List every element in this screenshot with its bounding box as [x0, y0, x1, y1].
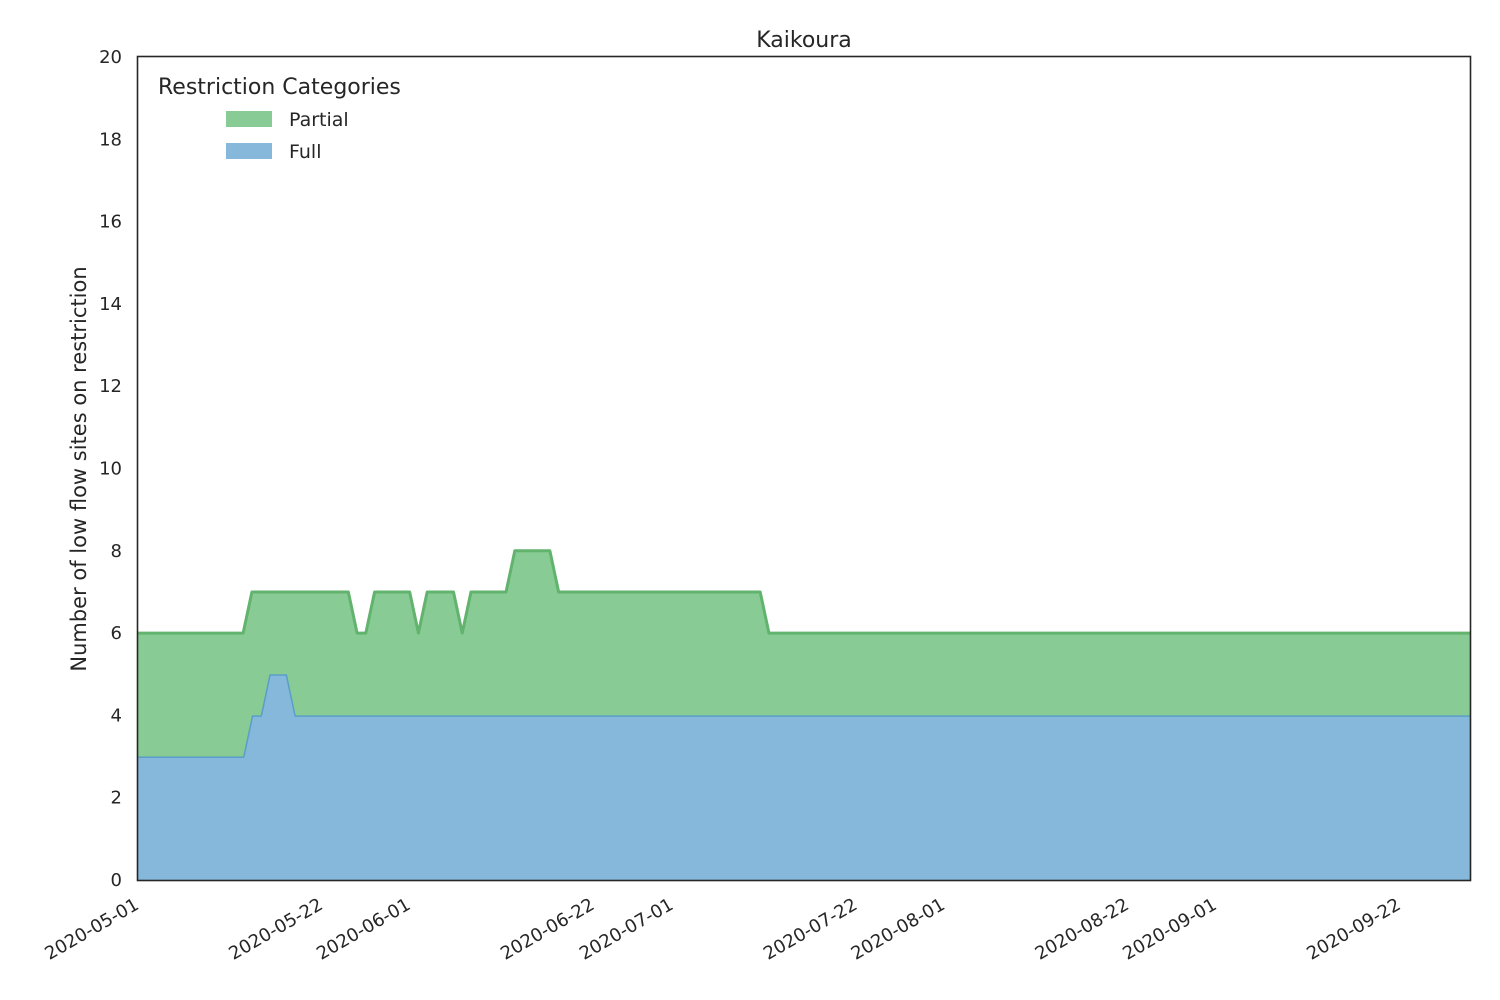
line-partial: [138, 549, 1470, 635]
y-tick-label: 0: [111, 870, 122, 891]
legend-swatch-full: [226, 143, 272, 159]
y-tick-label: 6: [111, 623, 122, 644]
y-tick-label: 18: [99, 129, 122, 150]
y-tick-label: 4: [111, 705, 122, 726]
chart-title: Kaikoura: [756, 28, 852, 53]
x-tick-label: 2020-09-01: [1119, 894, 1220, 964]
x-tick-label: 2020-07-22: [760, 894, 861, 964]
y-tick-label: 16: [99, 212, 122, 233]
x-tick-label: 2020-05-22: [225, 894, 326, 964]
legend-items: Partial Full: [226, 109, 349, 163]
area-full: [138, 674, 1470, 880]
legend-swatch-partial: [226, 111, 272, 127]
y-tick-label: 14: [99, 294, 122, 315]
x-tick-label: 2020-05-01: [41, 894, 142, 964]
x-tick-label: 2020-08-22: [1032, 894, 1133, 964]
area-partial: [138, 550, 1470, 757]
plot-frame: [136, 55, 1472, 882]
y-tick-label: 2: [111, 788, 122, 809]
legend: Restriction Categories Partial Full: [158, 75, 401, 163]
x-tick-label: 2020-06-01: [313, 894, 414, 964]
legend-title: Restriction Categories: [158, 75, 401, 100]
y-tick-label: 20: [99, 47, 122, 68]
x-tick-label: 2020-08-01: [848, 894, 949, 964]
y-axis: 0 2 4 6 8 10 12 14 16 18 20: [99, 47, 122, 891]
y-tick-label: 10: [99, 459, 122, 480]
x-tick-label: 2020-09-22: [1303, 894, 1404, 964]
y-tick-label: 8: [111, 541, 122, 562]
y-tick-label: 12: [99, 376, 122, 397]
legend-label-partial: Partial: [289, 109, 349, 131]
series-layer: [138, 549, 1470, 880]
legend-label-full: Full: [289, 141, 322, 163]
y-axis-title: Number of low flow sites on restriction: [67, 266, 91, 671]
